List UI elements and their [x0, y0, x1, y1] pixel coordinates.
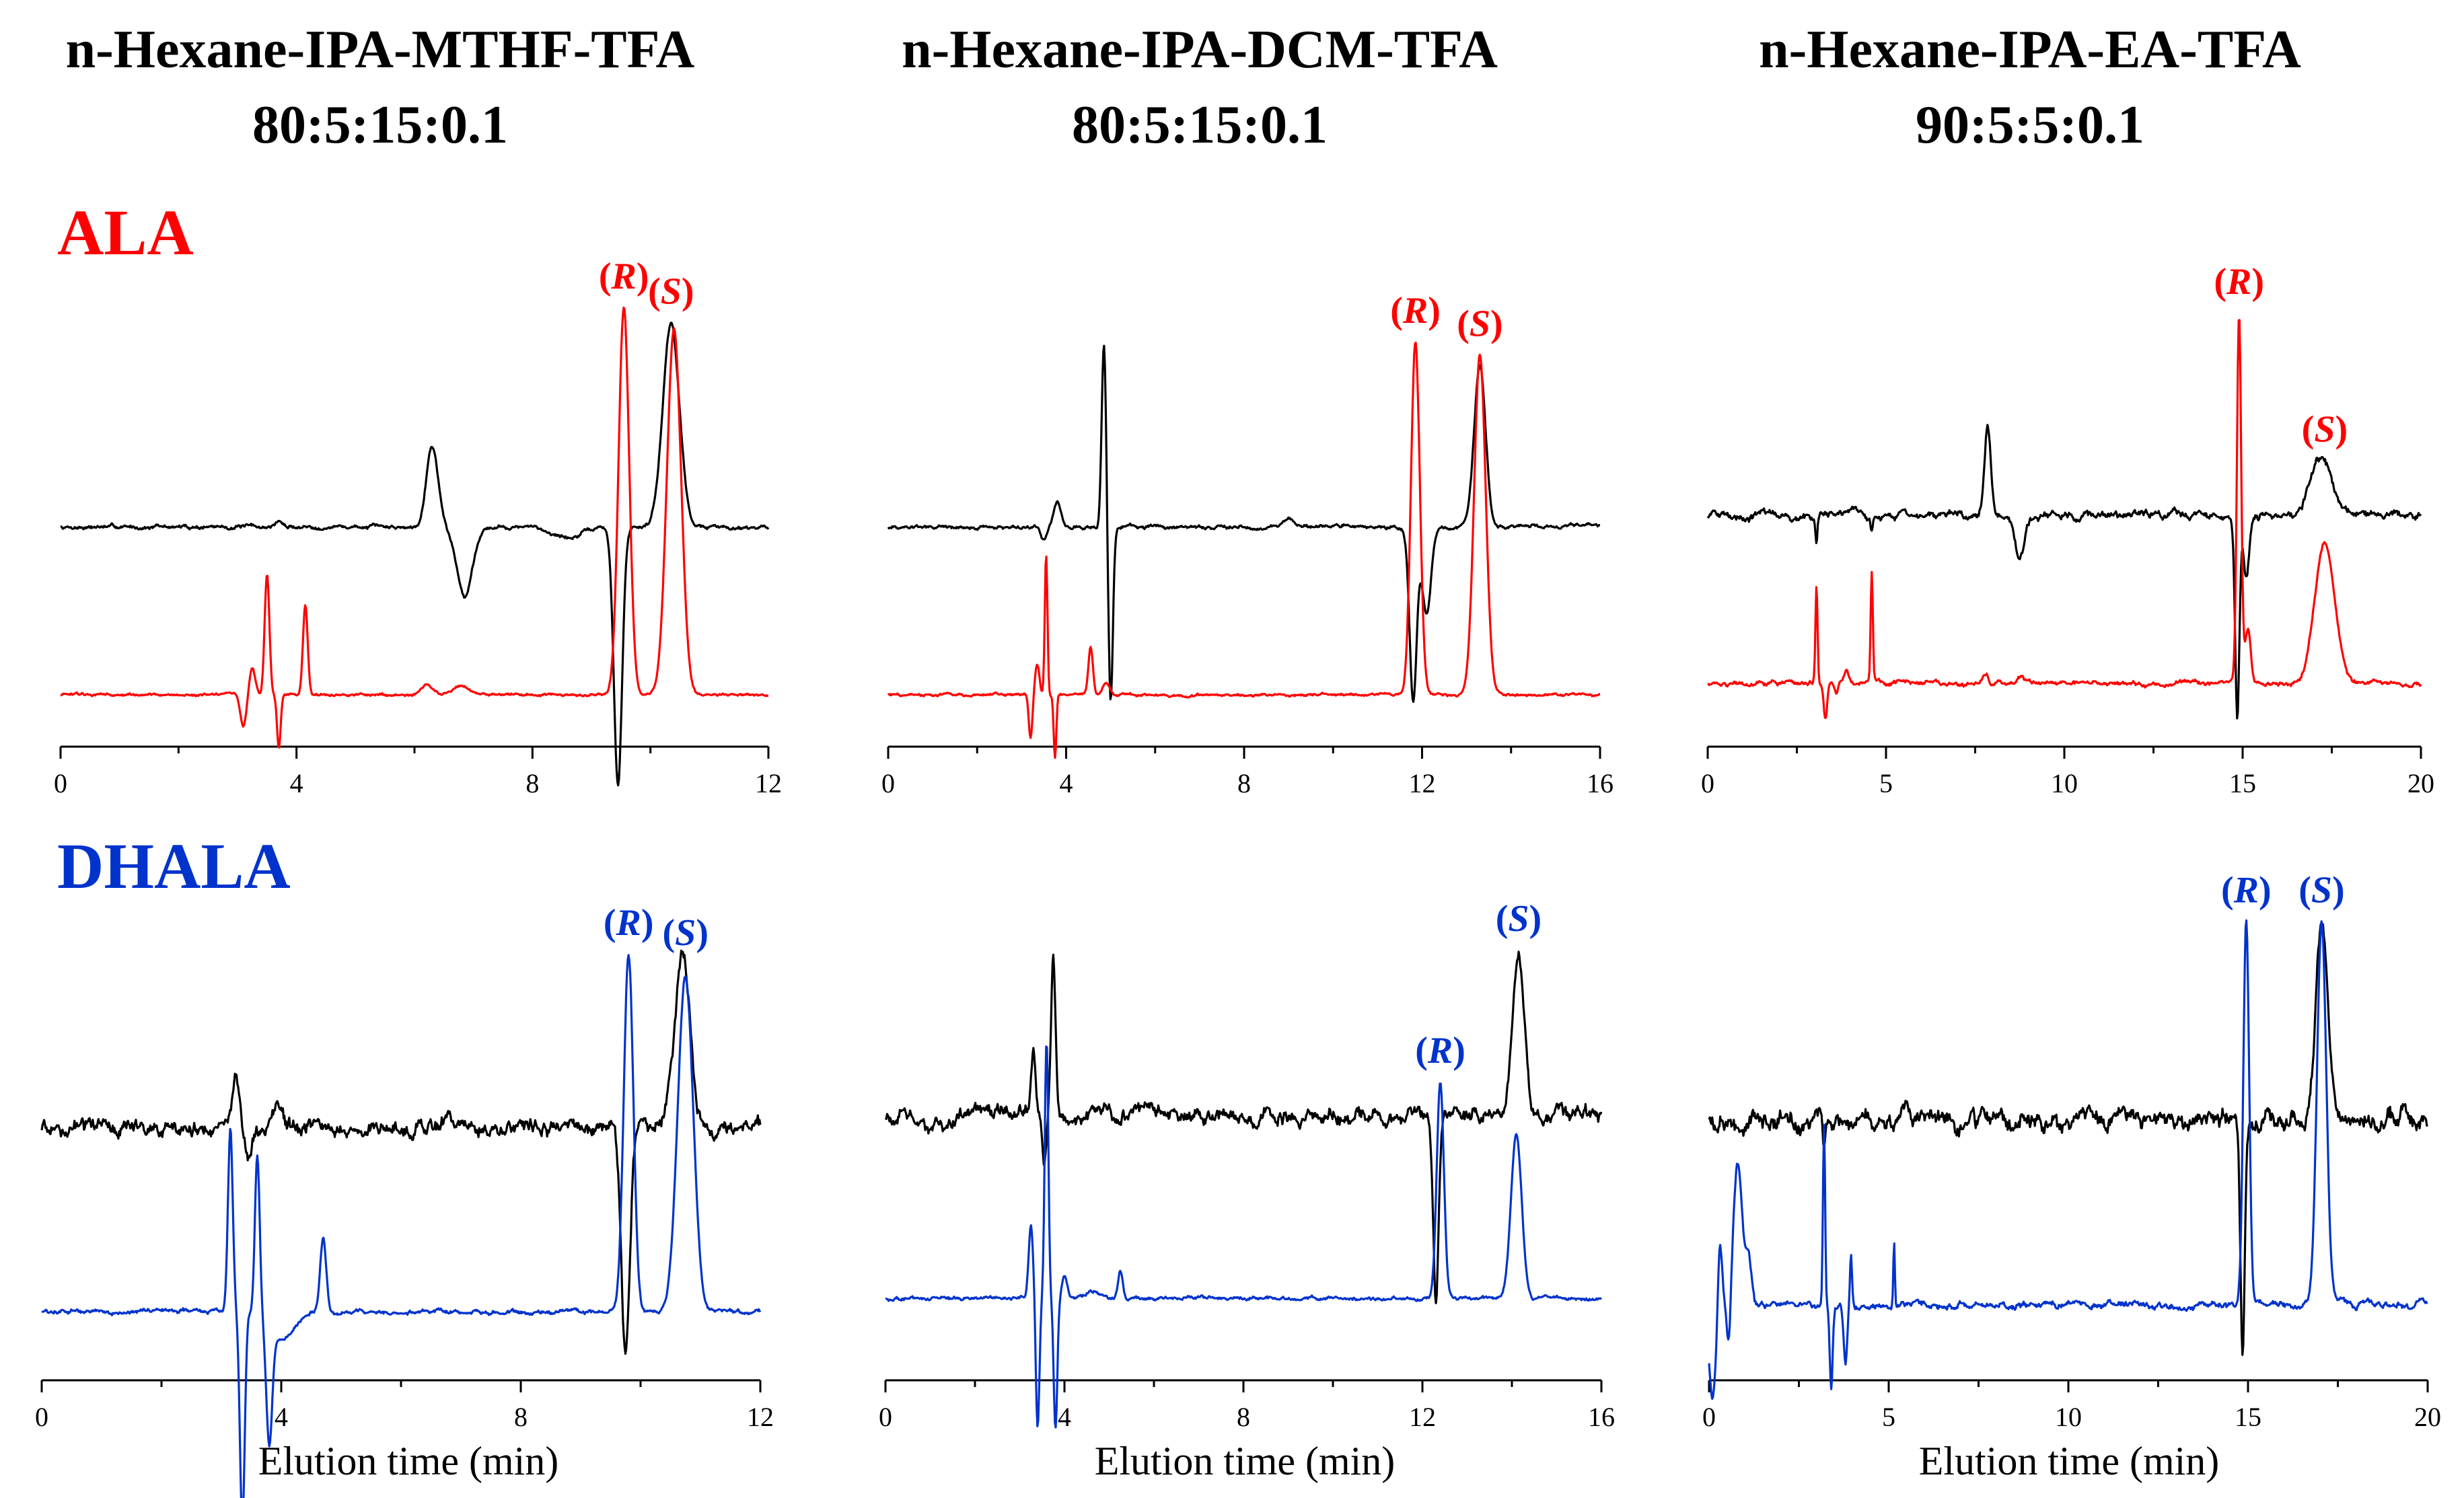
- x-tick-label: 0: [879, 1402, 892, 1432]
- peak-label-s: (S): [1457, 303, 1502, 344]
- peak-label-r: (R): [2214, 261, 2264, 303]
- x-tick-label: 0: [1702, 1402, 1716, 1432]
- x-tick-label: 4: [290, 768, 303, 798]
- cd-trace-line: [1706, 424, 2422, 720]
- x-tick-label: 0: [1701, 768, 1714, 798]
- x-tick-label: 20: [2407, 768, 2434, 798]
- uv-trace-line: [60, 306, 769, 749]
- x-tick-label: 15: [2229, 768, 2256, 798]
- peak-label-s: (S): [2298, 870, 2344, 911]
- row-label-ala: ALA: [57, 196, 194, 268]
- peak-label-s: (S): [2302, 409, 2348, 451]
- x-tick-label: 10: [2051, 768, 2078, 798]
- x-tick-label: 4: [275, 1402, 288, 1432]
- panel-dhala-dcm: 0 4 8 12 16 (R) (S): [879, 898, 1615, 1432]
- x-tick-label: 0: [881, 768, 895, 798]
- cd-trace-line: [40, 949, 762, 1355]
- x-tick-label: 0: [54, 768, 67, 798]
- x-tick-label: 16: [1588, 1402, 1615, 1432]
- x-tick-label: 15: [2235, 1402, 2261, 1432]
- panel-ala-ea: 0 5 10 15 20 (R) (S): [1701, 261, 2434, 798]
- column-titles: n-Hexane-IPA-MTHF-TFA 80:5:15:0.1 n-Hexa…: [66, 20, 2301, 155]
- x-tick-label: 5: [1882, 1402, 1895, 1432]
- cd-trace-line: [884, 950, 1603, 1304]
- peak-label-r: (R): [1415, 1030, 1465, 1072]
- peak-label-r: (R): [604, 902, 654, 944]
- x-tick-label: 8: [514, 1402, 528, 1432]
- column-2-ratio: 80:5:15:0.1: [1072, 96, 1328, 155]
- panel-ala-mthf: 0 4 8 12 (R)(S): [54, 256, 782, 798]
- x-tick-label: 8: [1237, 1402, 1250, 1432]
- x-tick-label: 5: [1879, 768, 1893, 798]
- peak-label-s: (S): [1496, 898, 1542, 940]
- uv-trace-line: [885, 1045, 1603, 1429]
- peak-label-s: (S): [663, 912, 709, 954]
- panel-ala-dcm: 0 4 8 12 16 (R) (S): [881, 290, 1614, 798]
- x-tick-label: 4: [1060, 768, 1073, 798]
- cd-trace-line: [1708, 921, 2428, 1356]
- peak-label-s: (S): [648, 270, 694, 312]
- row-label-dhala: DHALA: [57, 830, 291, 902]
- x-axis-title-3: Elution time (min): [1919, 1439, 2220, 1483]
- x-tick-label: 12: [1409, 1402, 1436, 1432]
- uv-trace-line: [1708, 919, 2428, 1400]
- column-1-title: n-Hexane-IPA-MTHF-TFA: [66, 20, 695, 79]
- column-3-title: n-Hexane-IPA-EA-TFA: [1759, 20, 2301, 79]
- x-axis-title-2: Elution time (min): [1095, 1439, 1396, 1483]
- x-tick-label: 8: [1237, 768, 1251, 798]
- x-tick-label: 4: [1058, 1402, 1071, 1432]
- x-axis-title-1: Elution time (min): [258, 1439, 559, 1483]
- x-tick-label: 10: [2055, 1402, 2082, 1432]
- peak-label-r: (R): [1390, 290, 1441, 332]
- x-tick-label: 8: [526, 768, 539, 798]
- uv-trace-line: [41, 954, 762, 1498]
- x-tick-label: 12: [747, 1402, 774, 1432]
- peak-label-r: (R): [2221, 870, 2272, 911]
- peak-label-r: (R): [599, 256, 649, 297]
- uv-trace-line: [887, 341, 1601, 759]
- column-3-ratio: 90:5:5:0.1: [1916, 96, 2144, 155]
- column-1-ratio: 80:5:15:0.1: [252, 96, 508, 155]
- x-tick-label: 12: [1409, 768, 1436, 798]
- column-2-title: n-Hexane-IPA-DCM-TFA: [902, 20, 1498, 79]
- cd-trace-line: [60, 322, 770, 787]
- x-tick-label: 12: [755, 768, 782, 798]
- x-tick-label: 20: [2414, 1402, 2441, 1432]
- uv-trace-line: [1707, 319, 2422, 719]
- panel-dhala-ea: 0 5 10 15 20 (R) (S): [1702, 870, 2441, 1433]
- x-tick-label: 0: [35, 1402, 48, 1432]
- panel-dhala-mthf: 0 4 8 12 (R) (S): [35, 902, 774, 1498]
- cd-trace-line: [887, 344, 1601, 703]
- x-tick-label: 16: [1587, 768, 1614, 798]
